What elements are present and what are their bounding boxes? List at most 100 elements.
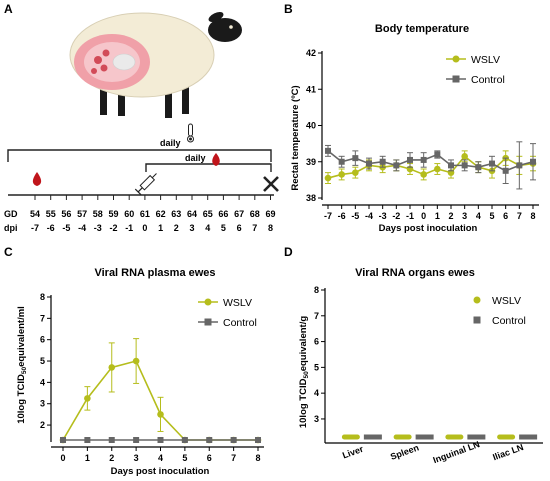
y-tick-label: 3 (40, 399, 45, 409)
data-point-wslv (108, 364, 116, 371)
panel-letter-d: D (284, 245, 293, 259)
data-point-control (461, 162, 468, 169)
gd-value: 68 (250, 209, 260, 219)
data-point-control (415, 434, 434, 440)
panel-letter-b: B (284, 2, 293, 16)
category-label: Iliac LN (491, 442, 525, 462)
y-tick-label: 40 (306, 121, 316, 131)
thermometer-icon (187, 123, 194, 143)
data-point-control (84, 437, 91, 443)
x-tick-label: -6 (338, 211, 346, 221)
blood-drop-icon (212, 153, 220, 166)
dpi-value: -3 (94, 223, 102, 233)
dpi-value: 1 (158, 223, 163, 233)
gd-value: 65 (203, 209, 213, 219)
chart-d-title: Viral RNA organs ewes (355, 267, 475, 279)
gd-value: 69 (265, 209, 275, 219)
y-tick-label: 2 (40, 420, 45, 430)
panel-d: D Viral RNA organs ewes 10log TCID50equi… (284, 245, 543, 465)
data-point-control (230, 437, 237, 443)
panel-letter-c: C (4, 245, 13, 259)
daily-label-blood: daily (185, 153, 206, 163)
daily-label-temperature: daily (160, 138, 181, 148)
chart-b-title: Body temperature (375, 23, 469, 35)
data-point-wslv (352, 169, 359, 176)
gd-value: 64 (187, 209, 197, 219)
x-tick-label: -3 (379, 211, 387, 221)
dpi-value: -2 (109, 223, 117, 233)
chart-c-xlabel: Days post inoculation (111, 466, 210, 477)
data-point-wslv (497, 434, 516, 440)
y-tick-label: 7 (314, 311, 319, 321)
data-point-control (448, 162, 454, 169)
x-tick-label: 8 (530, 211, 535, 221)
panel-letter-a: A (4, 2, 13, 16)
gd-value: 58 (93, 209, 103, 219)
y-tick-label: 4 (314, 388, 319, 398)
data-point-control (157, 437, 164, 443)
y-tick-label: 8 (314, 285, 319, 295)
dpi-value: -1 (125, 223, 133, 233)
legend-label-control: Control (471, 74, 505, 86)
sheep-ear (208, 12, 224, 22)
x-tick-label: 0 (60, 453, 65, 463)
gd-value: 61 (140, 209, 150, 219)
legend-marker-wslv (473, 296, 481, 304)
legend-marker-wslv (452, 55, 460, 63)
data-point-control (516, 162, 523, 169)
data-point-control (434, 151, 441, 158)
gd-value: 62 (156, 209, 166, 219)
chart-c-title: Viral RNA plasma ewes (94, 267, 215, 279)
dpi-value: 4 (205, 223, 210, 233)
y-tick-label: 3 (314, 414, 319, 424)
dpi-value: 6 (237, 223, 242, 233)
chart-d-ylabel: 10log TCID50equivalent/g (298, 316, 310, 428)
chart-b-xlabel: Days post inoculation (379, 223, 478, 234)
x-tick-label: -4 (365, 211, 373, 221)
temperature-bracket (7, 149, 272, 162)
x-tick-label: 0 (421, 211, 426, 221)
panel-a: A daily daily (4, 2, 279, 233)
x-tick-label: 6 (503, 211, 508, 221)
data-point-control (181, 437, 188, 443)
x-tick-label: 2 (448, 211, 453, 221)
x-tick-label: -5 (351, 211, 359, 221)
chart-c-ylabel: 10log TCID50equivalent/ml (16, 306, 28, 424)
cotyledon (94, 56, 102, 64)
x-tick-label: 5 (489, 211, 494, 221)
sheep-illustration (69, 12, 242, 118)
legend-marker-control (204, 318, 212, 326)
fetus (112, 53, 136, 71)
data-point-wslv (338, 171, 345, 178)
data-point-control (475, 164, 482, 171)
x-tick-label: 8 (255, 453, 260, 463)
syringe-icon (134, 173, 157, 196)
dpi-label: dpi (4, 223, 18, 233)
chart-b-ylabel: Rectal temperature (ºC) (290, 85, 301, 190)
data-point-wslv (461, 153, 468, 160)
legend-label-control: Control (492, 315, 526, 327)
x-tick-label: 1 (85, 453, 90, 463)
data-point-control (467, 434, 486, 440)
dpi-value: -7 (31, 223, 39, 233)
x-tick-label: 4 (476, 211, 481, 221)
data-point-control (519, 434, 538, 440)
data-point-wslv (84, 395, 91, 402)
data-point-control (393, 162, 400, 169)
y-tick-label: 42 (306, 48, 316, 58)
panel-b: B Body temperature Rectal temperature (º… (284, 2, 539, 234)
chart-c-plot: 2 3 4 5 6 7 8 0 1 2 3 4 5 6 7 8 WSLV Control (40, 292, 264, 463)
legend-marker-wslv (204, 298, 212, 306)
cross-mark-icon (263, 176, 279, 192)
x-tick-label: -7 (324, 211, 332, 221)
sheep-leg-front-right (182, 86, 189, 114)
y-tick-label: 4 (40, 377, 45, 387)
dpi-value: -5 (62, 223, 70, 233)
gd-value: 55 (46, 209, 56, 219)
blood-drop-icon (32, 172, 42, 186)
dpi-value: -4 (78, 223, 86, 233)
sheep-eye (229, 25, 233, 29)
gd-value: 57 (77, 209, 87, 219)
category-label: Spleen (389, 442, 420, 461)
